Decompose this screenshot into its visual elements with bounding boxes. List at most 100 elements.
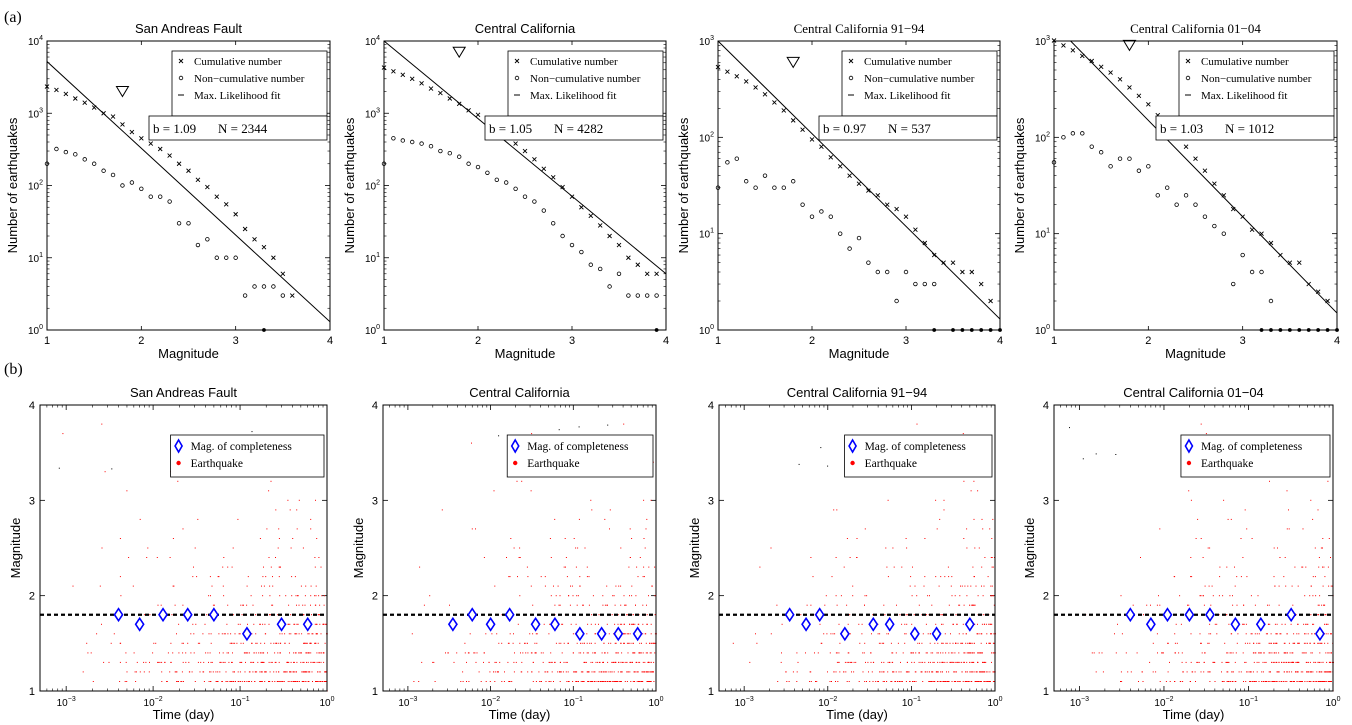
cumulative-point [866, 188, 871, 193]
earthquake-point [856, 538, 858, 539]
earthquake-point [1146, 604, 1148, 606]
earthquake-point [974, 681, 976, 682]
earthquake-point [1297, 661, 1299, 663]
earthquake-point [291, 576, 293, 578]
earthquake-point [1245, 623, 1247, 625]
earthquake-point [259, 623, 261, 625]
noncumulative-point [457, 154, 462, 159]
earthquake-point [1199, 595, 1201, 597]
earthquake-point [230, 633, 232, 635]
earthquake-point [1277, 671, 1279, 673]
earthquake-point [976, 681, 978, 682]
earthquake-point [1117, 623, 1118, 625]
earthquake-point [262, 576, 264, 578]
earthquake-point [1269, 642, 1271, 644]
earthquake-point [1284, 623, 1286, 625]
earthquake-point [1142, 681, 1144, 682]
earthquake-point [310, 652, 312, 654]
earthquake-point [143, 614, 145, 616]
earthquake-point [1324, 614, 1326, 616]
earthquake-point [1251, 538, 1253, 539]
earthquake-point [293, 661, 294, 663]
earthquake-point [203, 681, 205, 682]
earthquake-point [992, 518, 994, 520]
earthquake-point [1190, 499, 1192, 501]
earthquake-point [547, 671, 549, 673]
earthquake-point [542, 661, 544, 663]
earthquake-point [606, 623, 608, 625]
noncumulative-point [654, 293, 659, 298]
earthquake-point [561, 623, 563, 625]
earthquake-point [892, 547, 894, 549]
earthquake-point [1205, 433, 1207, 435]
earthquake-point [269, 614, 270, 616]
noncumulative-point [569, 242, 575, 248]
earthquake-point [1174, 681, 1175, 682]
earthquake-point [1231, 681, 1233, 682]
earthquake-point [613, 595, 615, 597]
earthquake-point [173, 585, 175, 587]
earthquake-point [1236, 604, 1238, 606]
earthquake-point [909, 681, 911, 682]
earthquake-point [632, 623, 634, 625]
earthquake-point [1201, 652, 1203, 654]
earthquake-point [260, 661, 262, 663]
earthquake-point [324, 681, 326, 682]
earthquake-point [203, 671, 205, 673]
earthquake-point [931, 671, 933, 673]
earthquake-point [1246, 671, 1248, 673]
earthquake-point [654, 595, 656, 597]
earthquake-point [1275, 642, 1277, 644]
earthquake-point [987, 576, 989, 578]
x-tick-label: 10−3 [57, 696, 76, 709]
earthquake-point [275, 557, 276, 558]
earthquake-point [315, 595, 317, 597]
earthquake-point [586, 652, 588, 654]
earthquake-point [539, 681, 541, 682]
earthquake-point [119, 576, 121, 578]
earthquake-point [622, 633, 624, 635]
earthquake-point [908, 671, 910, 673]
earthquake-point [1302, 528, 1304, 530]
earthquake-point [823, 633, 825, 635]
earthquake-point [527, 576, 529, 578]
earthquake-point [637, 623, 639, 625]
completeness-point [302, 616, 313, 632]
earthquake-point [1269, 480, 1270, 482]
earthquake-point [592, 595, 594, 597]
legend-label: Earthquake [191, 458, 243, 470]
earthquake-point [983, 623, 985, 625]
earthquake-point [805, 652, 806, 654]
earthquake-point [614, 661, 616, 663]
earthquake-point [817, 652, 819, 654]
earthquake-point [978, 652, 980, 654]
completeness-marker [786, 56, 801, 69]
noncumulative-point [1080, 131, 1085, 136]
earthquake-point [172, 538, 174, 539]
y-tick-label: 1 [29, 686, 35, 698]
earthquake-point [494, 671, 496, 673]
b-value: b = 1.05 [489, 121, 532, 136]
earthquake-point [1212, 661, 1214, 663]
earthquake-point [970, 490, 972, 492]
earthquake-point [211, 661, 213, 663]
cumulative-point [438, 90, 443, 96]
earthquake-point [319, 681, 321, 682]
earthquake-point [983, 681, 985, 682]
earthquake-point [826, 633, 828, 635]
earthquake-point [210, 595, 211, 597]
earthquake-point [310, 585, 312, 587]
legend-label: Mag. of completeness [1201, 441, 1303, 453]
earthquake-point [314, 623, 316, 625]
earthquake-point [302, 661, 304, 663]
earthquake-point [1328, 681, 1330, 682]
earthquake-point [836, 509, 838, 511]
earthquake-point [971, 661, 973, 663]
earthquake-point [319, 671, 321, 673]
earthquake-point [237, 518, 239, 520]
earthquake-point [1270, 633, 1272, 635]
y-tick-label: 2 [1043, 591, 1049, 603]
cumulative-point [280, 271, 286, 277]
earthquake-point [948, 576, 950, 578]
earthquake-point [1320, 642, 1322, 644]
